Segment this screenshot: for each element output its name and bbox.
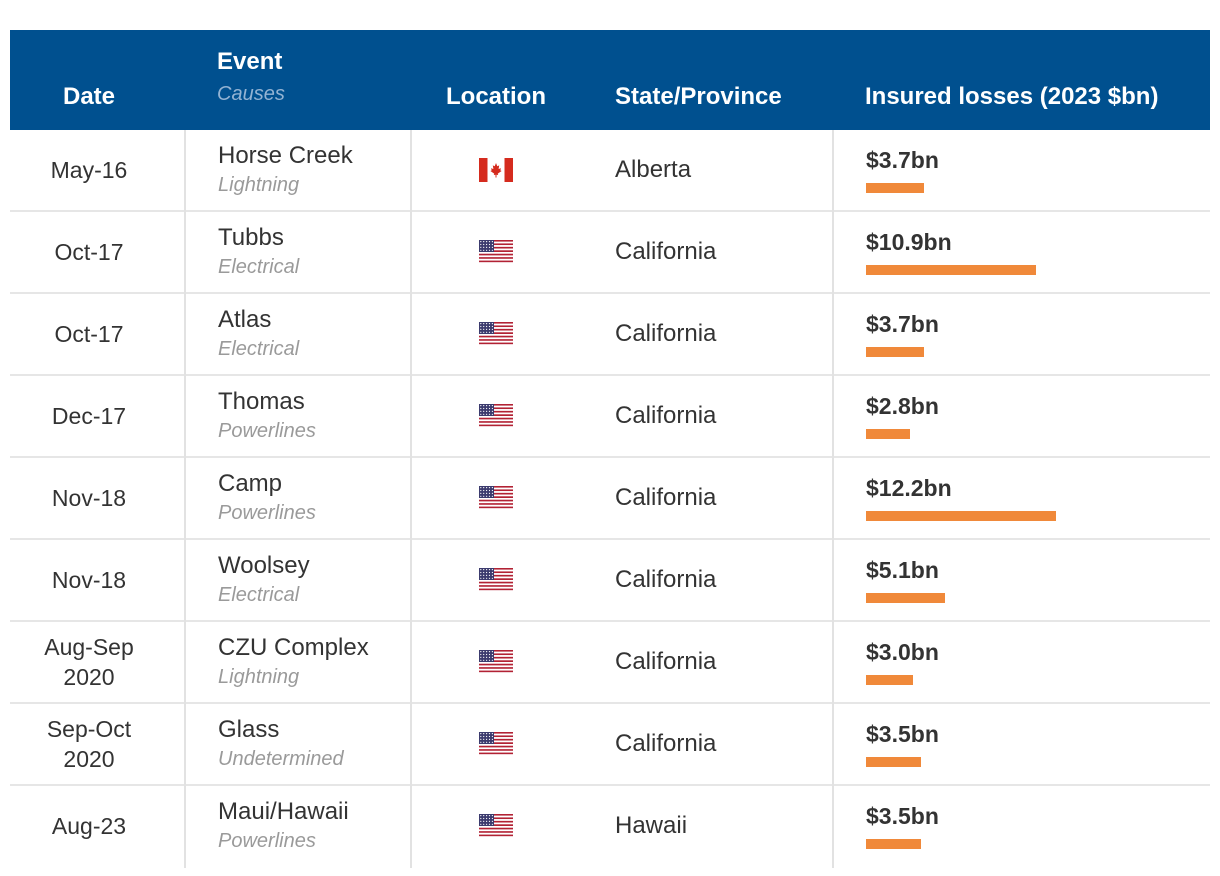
row-loss-bar [866,347,924,357]
row-cause: Electrical [218,584,300,606]
usa-flag-icon [479,240,513,264]
canada-flag-icon [479,158,513,182]
usa-flag-icon [479,322,513,346]
usa-flag-icon [479,814,513,838]
usa-flag-icon [479,486,513,510]
wildfire-losses-table: Date Event Causes Location State/Provinc… [10,30,1210,868]
row-loss-bar [866,593,945,603]
header-losses: Insured losses (2023 $bn) [865,83,1159,110]
row-loss-bar [866,757,921,767]
row-state: California [615,238,717,265]
table-row: May-16 Horse Creek Lightning Alberta $3.7bn [10,130,1210,212]
row-date: Sep-Oct 2020 [46,716,132,772]
row-date: May-16 [50,157,128,183]
row-date: Nov-18 [51,567,127,593]
row-event: Glass [218,716,280,743]
header-location: Location [446,83,546,110]
row-cause: Powerlines [218,420,316,442]
row-cause: Electrical [218,256,300,278]
row-cause: Lightning [218,174,300,196]
row-loss-bar [866,675,913,685]
row-cause: Powerlines [218,502,316,524]
table-row: Oct-17 Tubbs Electrical California $10.9bn [10,212,1210,294]
row-cause: Powerlines [218,830,316,852]
header-state: State/Province [615,83,782,110]
row-date: Nov-18 [51,485,127,511]
row-loss-label: $3.7bn [866,147,939,173]
table-row: Nov-18 Camp Powerlines California $12.2bn [10,458,1210,540]
row-event: Thomas [218,388,305,415]
row-loss-bar [866,839,921,849]
row-loss-label: $3.5bn [866,721,939,747]
row-cause: Lightning [218,666,300,688]
table-row: Sep-Oct 2020 Glass Undetermined California $… [10,704,1210,786]
header-causes: Causes [217,83,285,105]
row-event: CZU Complex [218,634,369,661]
row-state: Hawaii [615,812,688,839]
table-row: Aug-23 Maui/Hawaii Powerlines Hawaii $3.5bn [10,786,1210,868]
table-row: Oct-17 Atlas Electrical California $3.7bn [10,294,1210,376]
table-row: Aug-Sep 2020 CZU Complex Lightning Californ… [10,622,1210,704]
header-date: Date [62,83,116,110]
column-divider [184,130,186,868]
row-state: California [615,566,717,593]
row-loss-bar [866,183,924,193]
column-divider [410,130,412,868]
row-date: Oct-17 [54,321,124,347]
usa-flag-icon [479,650,513,674]
header-event: Event [217,48,283,75]
row-event: Camp [218,470,283,497]
row-state: California [615,648,717,675]
row-loss-bar [866,429,910,439]
table-row: Nov-18 Woolsey Electrical California $5.1bn [10,540,1210,622]
row-state: California [615,320,717,347]
row-loss-label: $3.7bn [866,311,939,337]
row-loss-bar [866,511,1056,521]
row-loss-label: $3.5bn [866,803,939,829]
row-event: Horse Creek [218,142,353,169]
row-event: Woolsey [218,552,310,579]
table-row: Dec-17 Thomas Powerlines California $2.8bn [10,376,1210,458]
row-cause: Electrical [218,338,300,360]
row-loss-label: $5.1bn [866,557,939,583]
column-divider [832,130,834,868]
row-state: California [615,484,717,511]
row-loss-bar [866,265,1036,275]
row-state: California [615,402,717,429]
row-date: Aug-Sep 2020 [44,634,134,690]
table-header: Date Event Causes Location State/Provinc… [10,30,1210,130]
row-date: Aug-23 [51,813,127,839]
row-date: Oct-17 [54,239,124,265]
table-body: May-16 Horse Creek Lightning Alberta $3.7bn O… [10,130,1210,868]
usa-flag-icon [479,404,513,428]
usa-flag-icon [479,732,513,756]
row-date: Dec-17 [51,403,127,429]
row-loss-label: $12.2bn [866,475,952,501]
row-event: Atlas [218,306,272,333]
row-cause: Undetermined [218,748,344,770]
row-loss-label: $10.9bn [866,229,952,255]
row-state: Alberta [615,156,692,183]
row-event: Tubbs [218,224,284,251]
row-loss-label: $2.8bn [866,393,939,419]
usa-flag-icon [479,568,513,592]
row-event: Maui/Hawaii [218,798,349,825]
row-state: California [615,730,717,757]
row-loss-label: $3.0bn [866,639,939,665]
